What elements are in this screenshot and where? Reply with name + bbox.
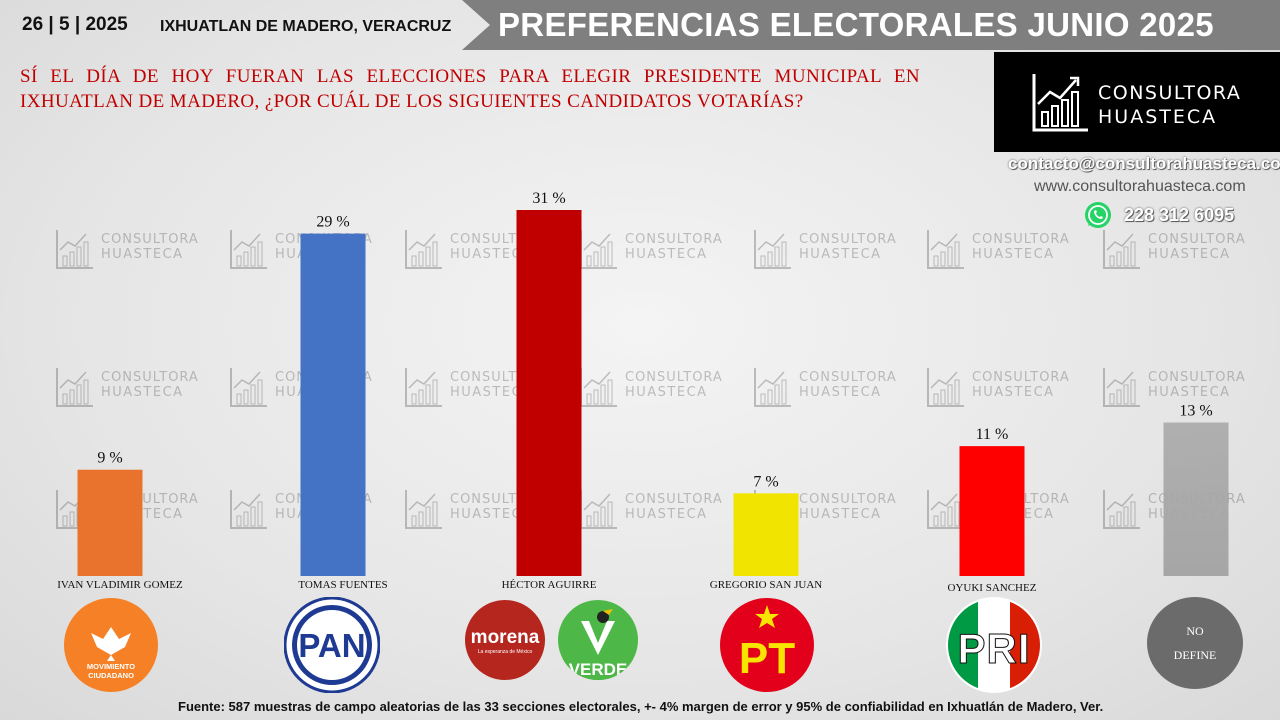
- candidate-name-3: HÉCTOR AGUIRRE: [501, 579, 597, 591]
- brand-name-line1: CONSULTORA: [1098, 82, 1242, 104]
- bar-4: [733, 493, 799, 576]
- bar-value-label-2: 29 %: [316, 214, 349, 231]
- chart-growth-icon: [1032, 74, 1088, 132]
- header-banner: [462, 0, 1280, 50]
- mc-party-logo: MOVIMIENTO CIUDADANO: [64, 598, 158, 692]
- morena-subtext: La esperanza de México: [478, 649, 533, 655]
- contact-email: contacto@consultorahuasteca.com: [1008, 154, 1280, 173]
- contact-phone: 228 312 6095: [1124, 204, 1235, 225]
- bar-value-label-1: 9 %: [97, 450, 122, 467]
- pt-text: PT: [739, 634, 795, 683]
- no-define-badge: NO DEFINE: [1147, 597, 1243, 689]
- survey-date: 26 | 5 | 2025: [22, 14, 128, 35]
- candidate-name-2: TOMAS FUENTES: [298, 579, 388, 591]
- bar-6: [1163, 422, 1229, 576]
- verde-text: VERDE: [569, 660, 628, 679]
- pan-party-logo: PAN: [284, 597, 380, 693]
- candidate-name-5: OYUKI SANCHEZ: [947, 582, 1037, 594]
- candidate-name-1: IVAN VLADIMIR GOMEZ: [57, 579, 183, 591]
- survey-question: SÍ EL DÍA DE HOY FUERAN LAS ELECCIONES P…: [20, 66, 920, 112]
- brand-name-line2: HUASTECA: [1098, 106, 1218, 128]
- bar-value-label-6: 13 %: [1179, 403, 1212, 420]
- bar-3: [516, 210, 582, 576]
- pt-party-logo: PT: [720, 598, 814, 692]
- no-define-line1: NO: [1186, 624, 1204, 638]
- verde-party-logo: VERDE: [558, 600, 638, 680]
- contact-phone-row: 228 312 6095: [1084, 201, 1234, 229]
- page-title: PREFERENCIAS ELECTORALES JUNIO 2025: [498, 6, 1214, 43]
- survey-location: IXHUATLAN DE MADERO, VERACRUZ: [160, 18, 452, 35]
- bar-1: [77, 469, 143, 576]
- bar-value-label-4: 7 %: [753, 473, 778, 490]
- pri-party-logo: PRI: [946, 597, 1042, 693]
- bar-5: [959, 446, 1025, 576]
- pri-text: PRI: [957, 625, 1030, 672]
- bar-2: [300, 233, 366, 576]
- contact-website: www.consultorahuasteca.com: [1034, 178, 1246, 195]
- bar-value-label-3: 31 %: [532, 190, 565, 207]
- morena-party-logo: morena La esperanza de México: [465, 600, 545, 680]
- brand-logo: CONSULTORA HUASTECA: [994, 52, 1280, 152]
- whatsapp-icon: [1085, 202, 1111, 228]
- mc-text-2: CIUDADANO: [88, 671, 134, 680]
- bar-value-label-5: 11 %: [976, 426, 1009, 443]
- morena-text: morena: [471, 627, 540, 648]
- no-define-line2: DEFINE: [1173, 648, 1217, 662]
- candidate-name-4: GREGORIO SAN JUAN: [709, 579, 823, 591]
- footer-source: Fuente: 587 muestras de campo aleatorias…: [178, 699, 1104, 714]
- pan-text: PAN: [298, 627, 365, 664]
- mc-text-1: MOVIMIENTO: [87, 662, 135, 671]
